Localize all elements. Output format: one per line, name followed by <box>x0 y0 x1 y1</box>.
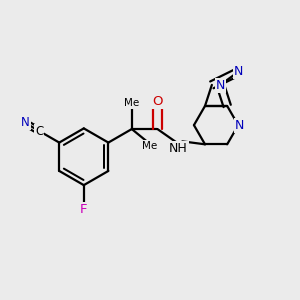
Text: Me: Me <box>124 98 140 108</box>
Text: F: F <box>80 203 88 216</box>
Text: O: O <box>152 95 163 108</box>
Text: NH: NH <box>169 142 188 155</box>
Text: C: C <box>35 124 44 138</box>
Text: N: N <box>234 65 243 78</box>
Text: Me: Me <box>142 141 157 151</box>
Text: N: N <box>21 116 30 130</box>
Text: N: N <box>216 79 226 92</box>
Text: N: N <box>234 119 244 132</box>
